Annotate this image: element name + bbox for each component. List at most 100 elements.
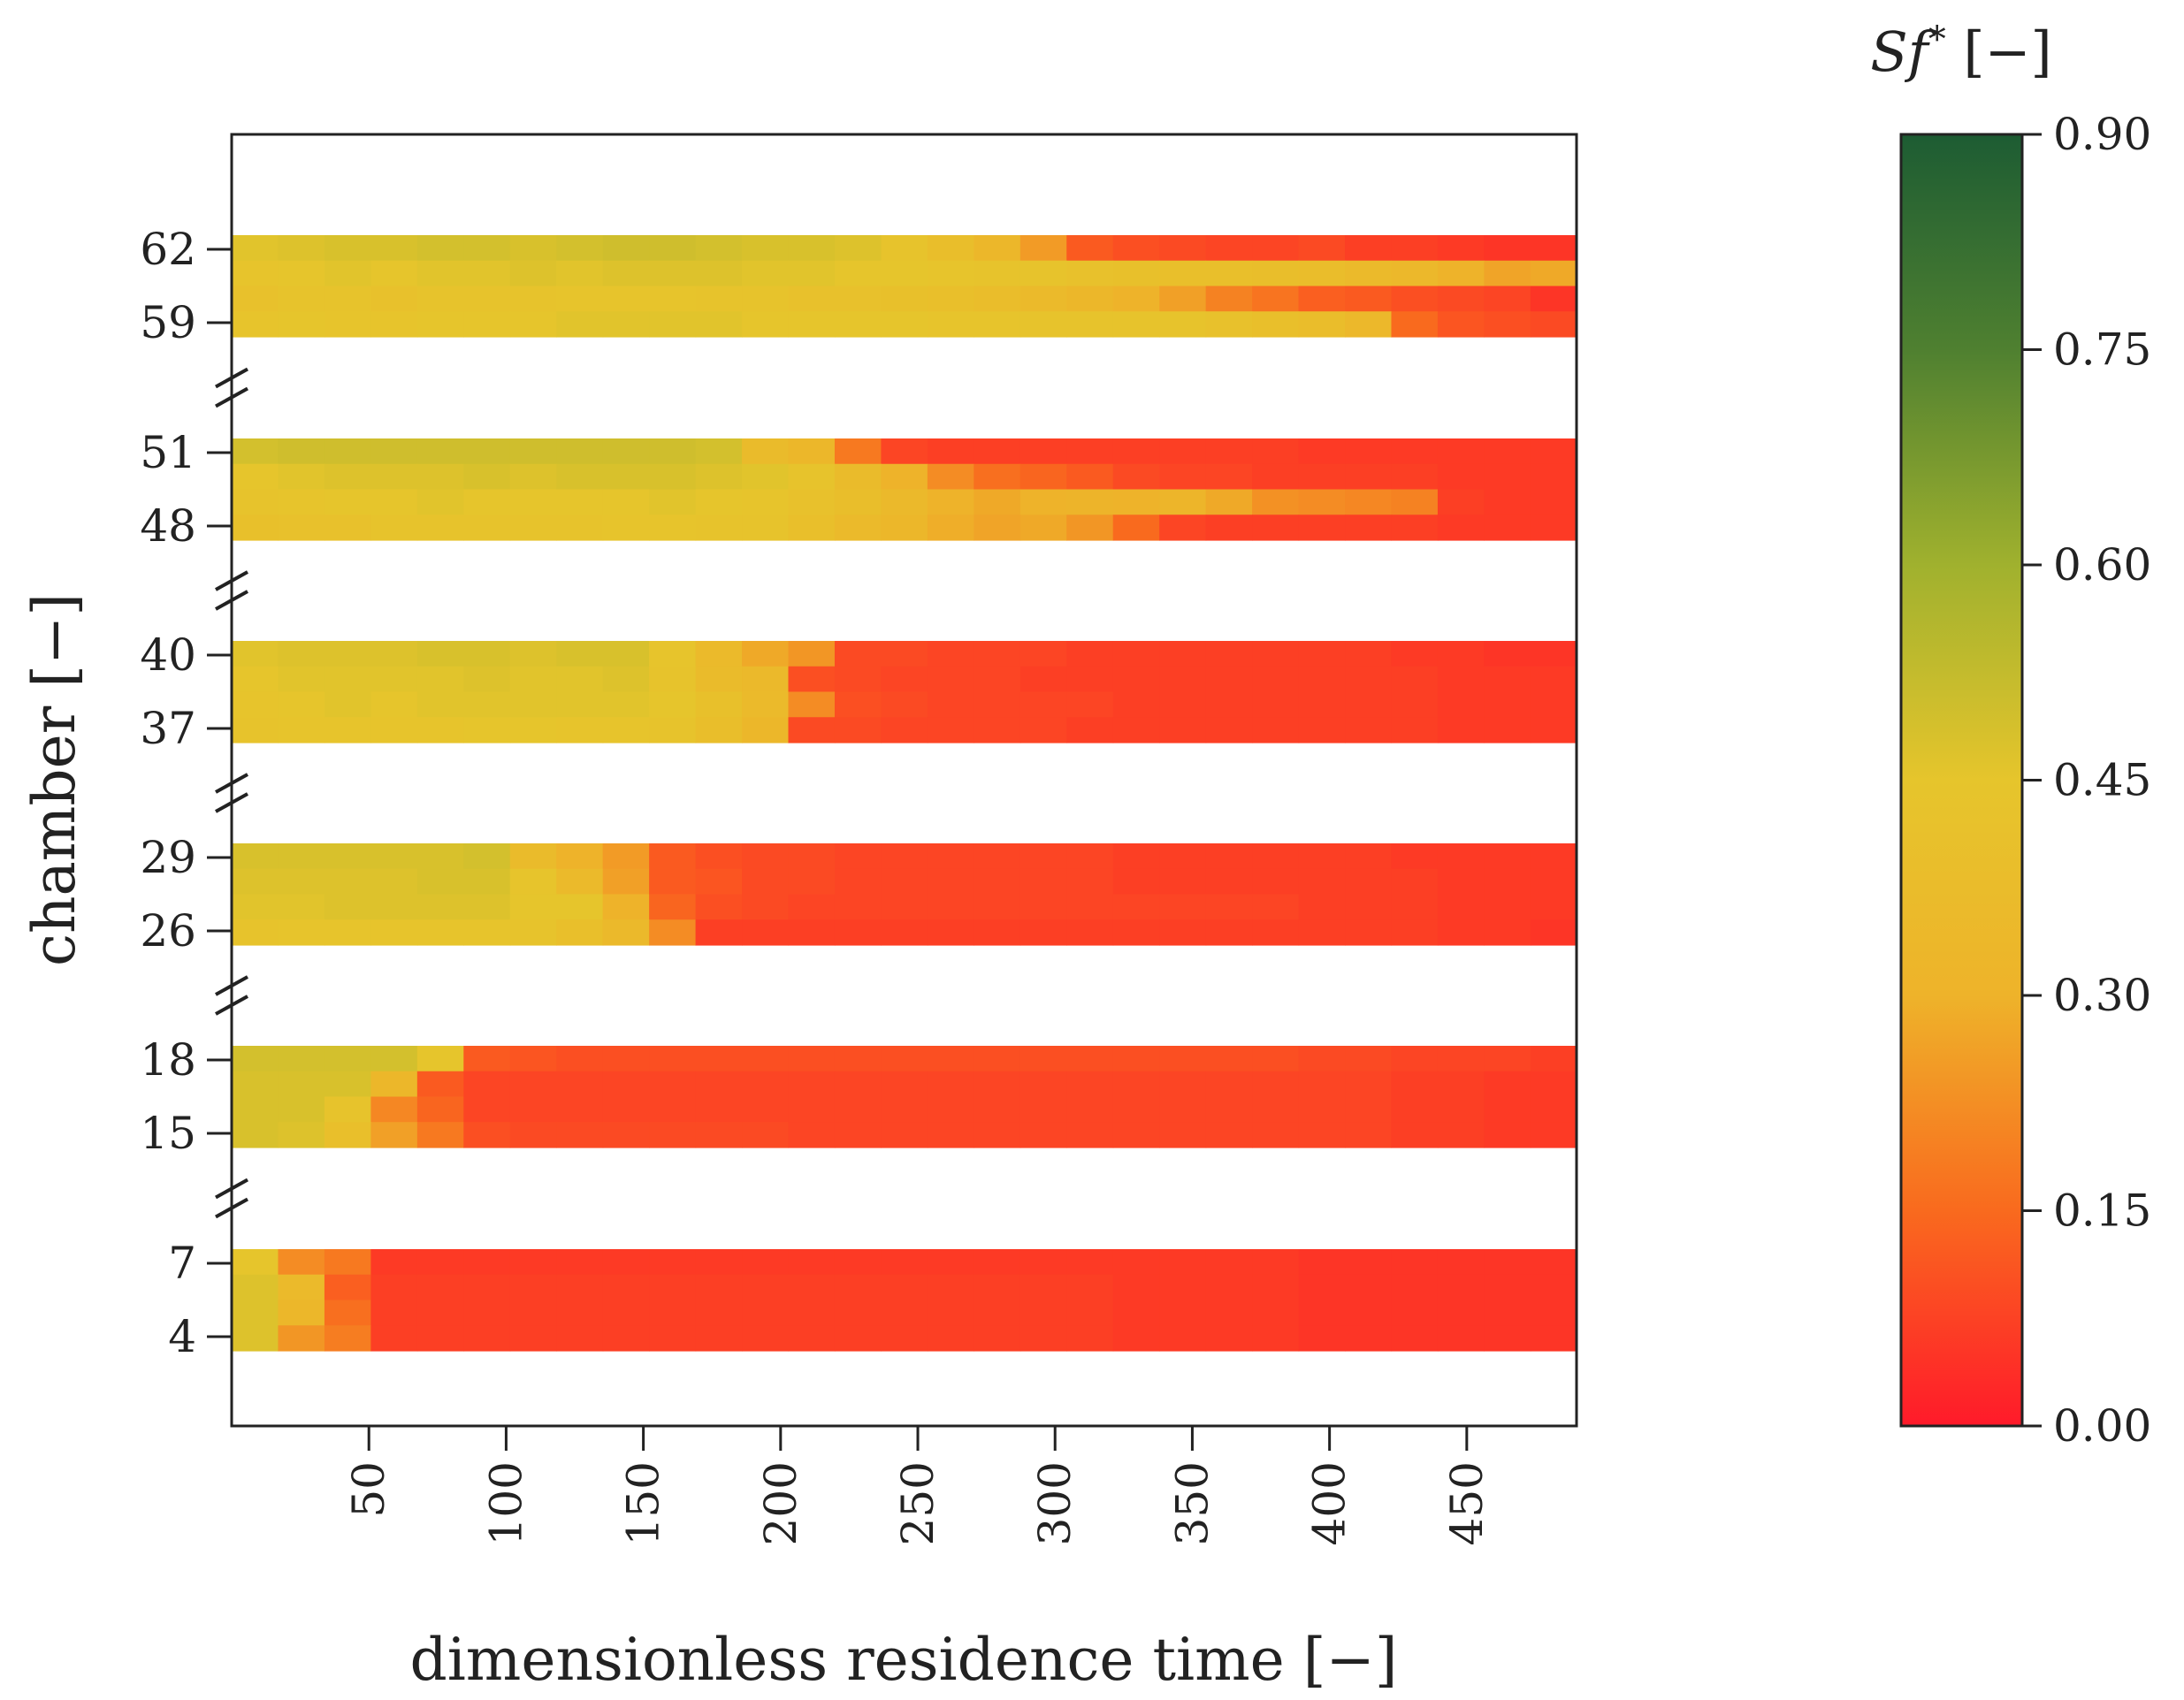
heatmap-cell	[463, 311, 511, 338]
heatmap-cell	[649, 666, 697, 693]
x-tick-label: 400	[1304, 1461, 1355, 1545]
heatmap-cell	[556, 438, 604, 465]
heatmap-cell	[1298, 691, 1346, 718]
heatmap-cell	[1252, 919, 1300, 946]
heatmap-cell	[1019, 641, 1067, 667]
heatmap-cell	[232, 235, 279, 262]
heatmap-cell	[1205, 438, 1253, 465]
heatmap-cell	[1391, 1274, 1439, 1301]
heatmap-cell	[370, 260, 418, 287]
heatmap-cell	[1437, 286, 1485, 312]
heatmap-cell	[1066, 717, 1114, 743]
heatmap-cell	[602, 463, 650, 491]
heatmap-cell	[602, 1274, 650, 1301]
heatmap-cell	[927, 515, 974, 541]
heatmap-cell	[1252, 489, 1300, 515]
heatmap-cell	[1391, 717, 1439, 743]
heatmap-cell	[695, 919, 743, 946]
heatmap-cell	[232, 260, 279, 287]
heatmap-cell	[1391, 1325, 1439, 1352]
heatmap-cell	[788, 868, 836, 896]
heatmap-cell	[416, 1122, 464, 1148]
heatmap-cell	[1252, 1046, 1300, 1072]
heatmap-cell	[463, 691, 511, 718]
heatmap-cell	[1205, 1071, 1253, 1098]
heatmap-cell	[974, 919, 1021, 946]
heatmap-cell	[1391, 515, 1439, 541]
heatmap-cell	[742, 489, 790, 515]
heatmap-cell	[1530, 1071, 1577, 1098]
heatmap-cell	[370, 666, 418, 693]
heatmap-cell	[649, 1274, 697, 1301]
heatmap-cell	[324, 666, 371, 693]
heatmap-cell	[742, 1046, 790, 1072]
heatmap-cell	[1484, 843, 1531, 870]
heatmap-cell	[602, 235, 650, 262]
heatmap-cell	[1298, 919, 1346, 946]
x-tick-label: 200	[755, 1461, 806, 1545]
heatmap-cell	[1019, 843, 1067, 870]
heatmap-cell	[416, 641, 464, 667]
heatmap-cell	[509, 1096, 557, 1123]
heatmap-cell	[324, 438, 371, 465]
heatmap-cell	[324, 463, 371, 491]
heatmap-cell	[1484, 1071, 1531, 1098]
colorbar-tick-label: 0.90	[2053, 109, 2151, 160]
heatmap-cell	[556, 1300, 604, 1326]
heatmap-cell	[1205, 666, 1253, 693]
heatmap-cell	[649, 1071, 697, 1098]
heatmap-cell	[463, 1122, 511, 1148]
heatmap-cell	[509, 1325, 557, 1352]
heatmap-cell	[1530, 1122, 1577, 1148]
heatmap-cell	[1530, 666, 1577, 693]
heatmap-cell	[881, 1300, 928, 1326]
heatmap-cell	[509, 260, 557, 287]
heatmap-cell	[416, 1096, 464, 1123]
heatmap-cell	[556, 489, 604, 515]
heatmap-cell	[1019, 1071, 1067, 1098]
heatmap-cell	[1019, 489, 1067, 515]
heatmap-cell	[1484, 1122, 1531, 1148]
heatmap-cell	[742, 894, 790, 920]
heatmap-cell	[416, 1249, 464, 1276]
heatmap-cell	[232, 1122, 279, 1148]
heatmap-cell	[1345, 1325, 1393, 1352]
heatmap-cell	[463, 894, 511, 920]
heatmap-cell	[788, 235, 836, 262]
heatmap-cell	[1391, 641, 1439, 667]
heatmap-cell	[1252, 717, 1300, 743]
heatmap-cell	[1205, 919, 1253, 946]
heatmap-cell	[1112, 260, 1160, 287]
heatmap-cell	[788, 1249, 836, 1276]
heatmap-cell	[788, 515, 836, 541]
heatmap-cell	[1159, 919, 1207, 946]
heatmap-cell	[788, 641, 836, 667]
heatmap-cell	[1530, 894, 1577, 920]
heatmap-cell	[1066, 1249, 1114, 1276]
heatmap-cell	[370, 868, 418, 896]
heatmap-cell	[974, 438, 1021, 465]
heatmap-cell	[881, 515, 928, 541]
heatmap-cell	[416, 1325, 464, 1352]
heatmap-cell	[1530, 286, 1577, 312]
heatmap-cell	[742, 438, 790, 465]
heatmap-cell	[1484, 438, 1531, 465]
heatmap-cell	[416, 235, 464, 262]
heatmap-cell	[324, 717, 371, 743]
heatmap-cell	[834, 489, 882, 515]
heatmap-cell	[509, 1046, 557, 1072]
heatmap-cell	[463, 843, 511, 870]
heatmap-cell	[974, 286, 1021, 312]
heatmap-cell	[1112, 843, 1160, 870]
heatmap-cell	[1391, 666, 1439, 693]
heatmap-cell	[1298, 868, 1346, 896]
heatmap-cell	[1205, 1046, 1253, 1072]
heatmap-cell	[416, 1071, 464, 1098]
heatmap-cell	[1530, 260, 1577, 287]
heatmap-cell	[1205, 894, 1253, 920]
heatmap-cell	[1252, 691, 1300, 718]
heatmap-cell	[1437, 1325, 1485, 1352]
heatmap-cell	[416, 843, 464, 870]
heatmap-cell	[463, 1249, 511, 1276]
heatmap-cell	[278, 1300, 325, 1326]
